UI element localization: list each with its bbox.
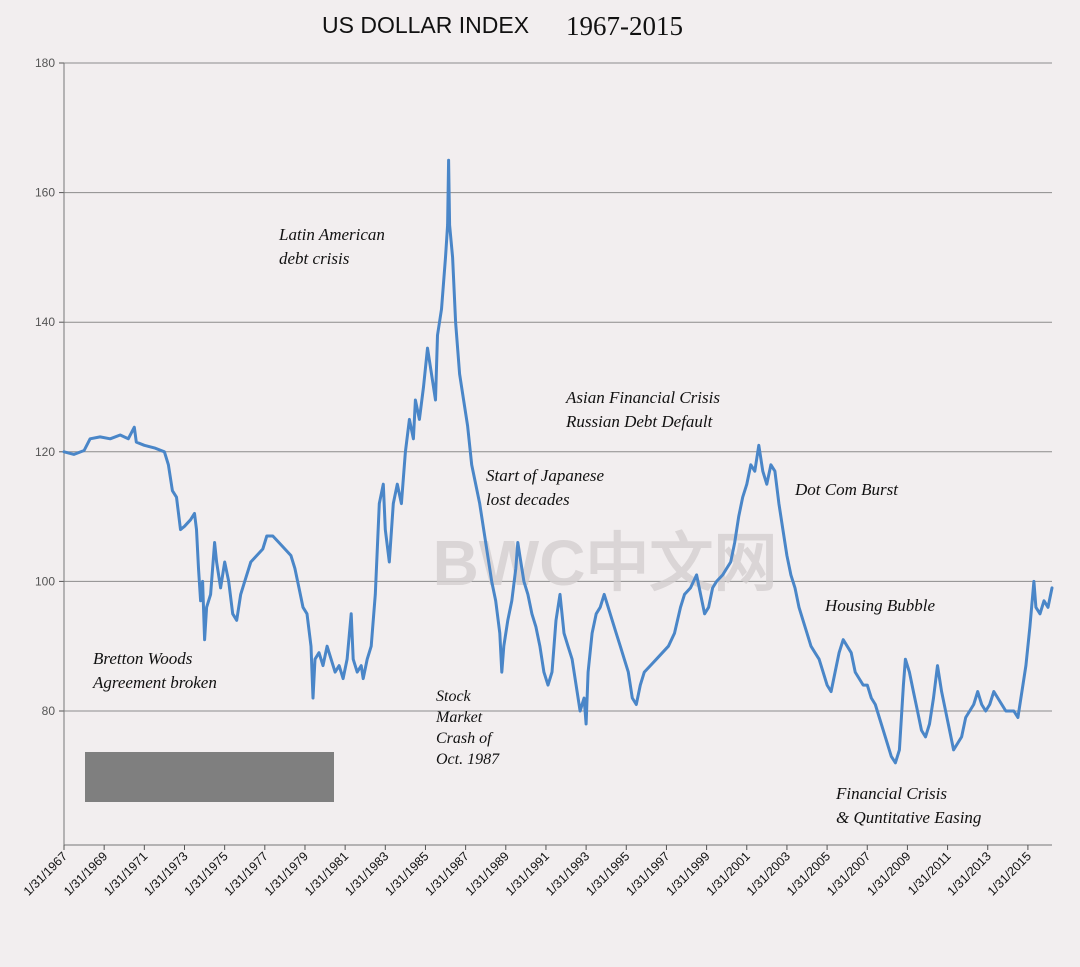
annotation-latin-american-debt-crisis: Latin American debt crisis	[278, 225, 389, 268]
chart-title-years: 1967-2015	[566, 11, 683, 41]
annotation-dot-com-burst: Dot Com Burst	[794, 480, 899, 499]
annotation-line: Russian Debt Default	[565, 412, 714, 431]
annotation-line: Market	[435, 709, 483, 726]
annotation-line: Latin American	[278, 225, 385, 244]
annotation-asian-financial-crisis: Asian Financial Crisis Russian Debt Defa…	[565, 388, 724, 431]
y-tick-label: 120	[35, 445, 55, 459]
y-axis-ticks: 80 100 120 140 160 180	[35, 56, 55, 718]
annotation-housing-bubble: Housing Bubble	[824, 596, 935, 615]
annotation-bretton-woods: Bretton Woods Agreement broken	[92, 649, 217, 692]
annotation-line: Oct. 1987	[436, 751, 500, 768]
annotation-financial-crisis-qe: Financial Crisis & Quntitative Easing	[835, 784, 981, 827]
y-tick-label: 140	[35, 315, 55, 329]
annotation-line: & Quntitative Easing	[836, 808, 981, 827]
annotation-stock-market-crash: Stock Market Crash of Oct. 1987	[435, 688, 500, 768]
y-tick-label: 180	[35, 56, 55, 70]
annotation-line: Dot Com Burst	[794, 480, 899, 499]
annotation-line: debt crisis	[279, 249, 350, 268]
y-tick-label: 160	[35, 186, 55, 200]
annotation-line: Financial Crisis	[835, 784, 947, 803]
annotation-line: Housing Bubble	[824, 596, 935, 615]
annotation-japanese-lost-decades: Start of Japanese lost decades	[486, 466, 608, 509]
series-line-us-dollar-index	[62, 158, 1054, 765]
axes	[63, 63, 1052, 846]
legend-box	[85, 752, 334, 802]
annotation-line: lost decades	[486, 490, 570, 509]
annotation-line: Agreement broken	[92, 673, 217, 692]
series-lines	[62, 158, 1054, 765]
y-tick-label: 100	[35, 574, 55, 588]
annotations: Latin American debt crisis Asian Financi…	[92, 225, 981, 827]
annotation-line: Crash of	[436, 730, 494, 747]
chart-title: US DOLLAR INDEX	[322, 12, 529, 38]
annotation-line: Start of Japanese	[486, 466, 604, 485]
y-tick-label: 80	[42, 704, 56, 718]
annotation-line: Bretton Woods	[93, 649, 193, 668]
annotation-line: Stock	[436, 688, 472, 705]
annotation-line: Asian Financial Crisis	[565, 388, 720, 407]
